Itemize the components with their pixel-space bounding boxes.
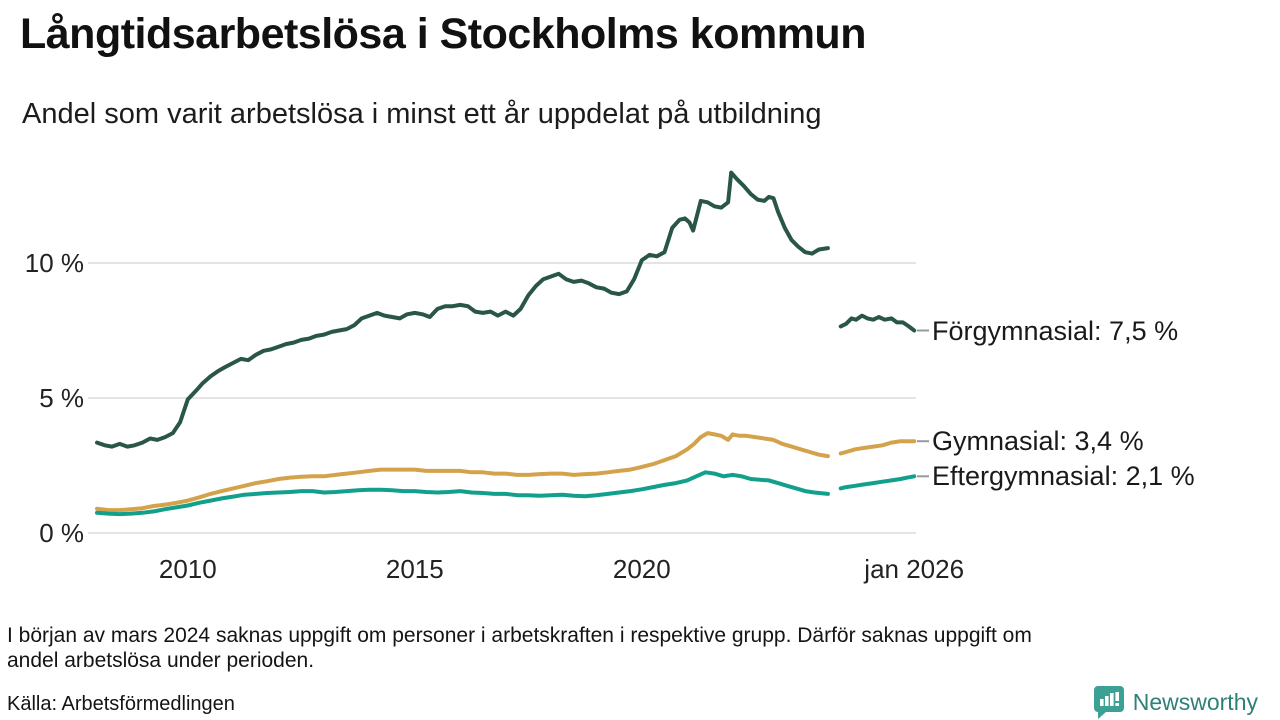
footnote-line-1: I början av mars 2024 saknas uppgift om … bbox=[7, 624, 1032, 647]
newsworthy-logo: Newsworthy bbox=[1093, 685, 1258, 719]
newsworthy-bubble-chart-icon bbox=[1093, 686, 1124, 719]
newsworthy-wordmark: Newsworthy bbox=[1132, 688, 1258, 715]
x-tick-label-2015: 2015 bbox=[385, 554, 444, 584]
footnote-line-2: andel arbetslösa under perioden. bbox=[7, 649, 315, 672]
chart-subtitle: Andel som varit arbetslösa i minst ett å… bbox=[22, 98, 822, 130]
source-attribution: Källa: Arbetsförmedlingen bbox=[7, 693, 235, 715]
y-tick-label-10: 10 % bbox=[24, 248, 84, 278]
series-line-förgymnasial-seg2 bbox=[838, 313, 917, 333]
series-line-gymnasial-seg1 bbox=[95, 431, 830, 513]
y-tick-label-5: 5 % bbox=[39, 383, 84, 413]
series-line-eftergymnasial-seg2 bbox=[838, 474, 917, 491]
x-tick-label-2026: jan 2026 bbox=[864, 554, 965, 584]
y-tick-label-0: 0 % bbox=[39, 518, 84, 548]
chart-title: Långtidsarbetslösa i Stockholms kommun bbox=[20, 10, 866, 58]
x-tick-label-2020: 2020 bbox=[612, 554, 671, 584]
series-line-förgymnasial-seg1 bbox=[95, 170, 830, 449]
x-tick-label-2010: 2010 bbox=[158, 554, 217, 584]
series-line-gymnasial-seg2 bbox=[838, 439, 917, 456]
series-label-förgymnasial: Förgymnasial: 7,5 % bbox=[932, 315, 1179, 346]
series-line-eftergymnasial-seg1 bbox=[95, 470, 830, 517]
series-label-eftergymnasial: Eftergymnasial: 2,1 % bbox=[932, 461, 1195, 492]
series-label-gymnasial: Gymnasial: 3,4 % bbox=[932, 426, 1144, 457]
